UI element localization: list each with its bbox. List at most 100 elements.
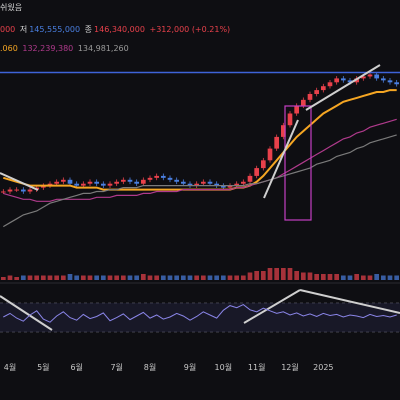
candle [94,181,99,184]
volume-bar [367,275,373,280]
candle [61,179,66,182]
volume-bar [127,275,133,280]
volume-bar [374,274,379,280]
candle [174,179,179,182]
volume-bar [314,274,319,280]
volume-bar [47,275,53,280]
volume-bar [141,274,146,280]
volume-bar [221,275,226,280]
volume-bar [81,275,86,280]
candle [274,136,279,149]
candle [7,189,13,192]
ma-line-3 [2,134,397,228]
volume-bar [334,274,339,280]
candle [201,181,206,184]
candle [294,105,299,114]
volume-bar [134,275,139,280]
candle [321,86,326,91]
candle [207,181,213,184]
volume-bar [1,277,6,280]
volume-bar [301,272,306,280]
volume-bar [381,275,386,280]
volume-bar [341,275,346,280]
candle [347,80,353,83]
candle [14,189,19,191]
x-tick-label: 7월 [110,362,122,372]
candle [167,177,173,180]
moving-averages [2,89,397,228]
volume-bar [154,275,159,280]
candle [261,160,266,169]
candle [247,175,253,182]
volume-bar [54,275,59,280]
volume-bar [181,275,186,280]
volume-bar [194,275,199,280]
trendline-top [305,64,381,111]
volume-bar [347,275,353,280]
volume-bar [214,275,219,280]
candle [254,168,259,176]
candle [374,74,379,79]
volume-bar [7,275,13,280]
x-tick-label: 12월 [281,362,299,372]
rsi-line [3,304,397,323]
candle [281,125,286,137]
volume-bar [114,275,119,280]
price-partial: 000 [0,25,16,34]
volume-bar [261,271,266,280]
volume-bar [94,275,99,280]
candle [367,74,373,77]
candle [121,179,126,182]
volume-bar [34,275,39,280]
candle [194,183,199,186]
volume-bar [281,268,286,280]
trendline-left [0,172,39,191]
candle [21,189,26,192]
candle [74,183,79,186]
volume-bar [267,268,273,280]
candle [214,183,219,186]
candle [27,189,33,192]
candle [267,148,273,161]
volume-bar [101,275,106,280]
close-label: 종 [84,25,93,34]
volume-bar [321,274,326,280]
volume-bar [27,275,33,280]
header-notice-row: 쉬웠음 [0,2,24,13]
candle [341,78,346,81]
header-price-row: 000 저 145,555,000 종 146,340,000 +312,000 (… [0,24,232,35]
volume-bar [187,275,193,280]
x-tick-label: 4월 [4,362,16,372]
ma-slow-value: 134,981,260 [77,44,129,53]
candle [161,175,166,178]
ma-mid-value: 132,239,380 [22,44,74,53]
candle [114,181,119,184]
candle [181,181,186,184]
volume-bar [241,275,246,280]
x-tick-label: 9월 [184,362,196,372]
candle [227,185,233,188]
volume-bar [234,275,239,280]
candle [134,181,139,184]
volume-bar [327,274,333,280]
header-notice: 쉬웠음 [0,3,23,12]
volume-bar [174,275,179,280]
header-ma-row: .060 132,239,380 134,981,260 [0,44,131,53]
volume-bar [147,275,153,280]
volume-bar [294,271,299,280]
low-label: 저 [19,25,28,34]
price-change: +312,000 (+0.21%) [149,25,231,34]
volume-bar [41,275,46,280]
x-tick-label: 6월 [70,362,82,372]
volume-bars [1,268,399,280]
x-tick-label: 2025 [313,363,333,372]
candle [141,179,146,184]
candle [127,179,133,182]
volume-bar [247,272,253,280]
volume-bar [307,272,313,280]
volume-bar [121,275,126,280]
candle [287,113,293,126]
ma-fast-value: .060 [0,44,18,53]
